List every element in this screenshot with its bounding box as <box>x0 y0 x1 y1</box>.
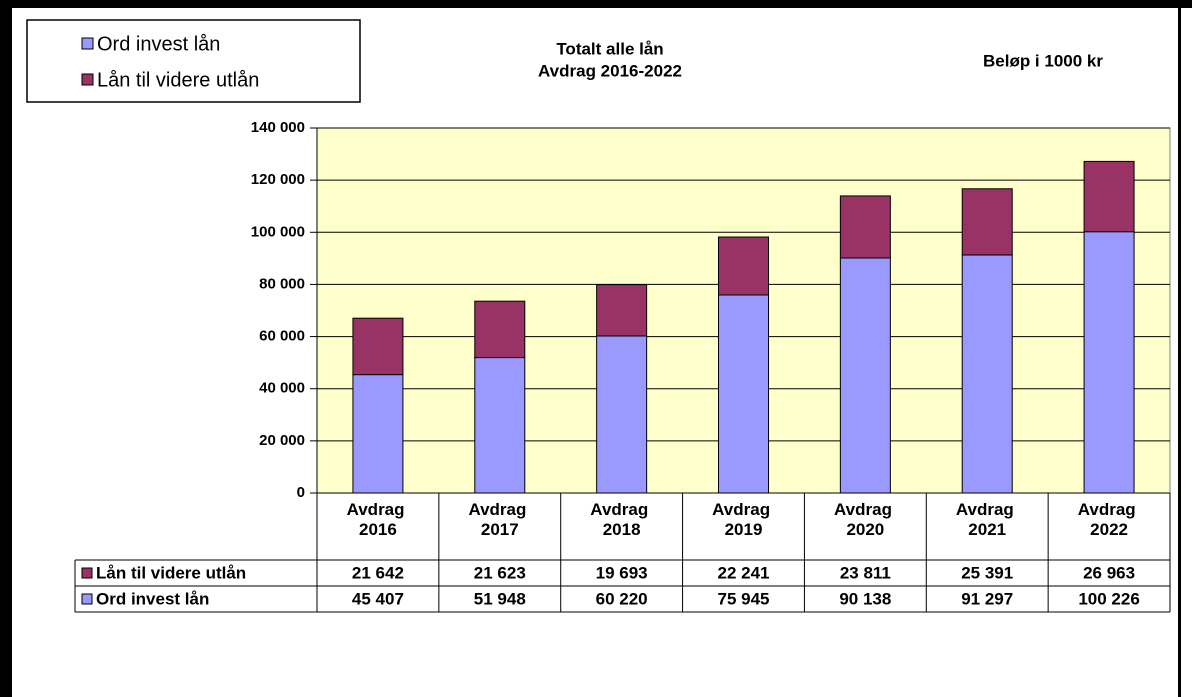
table-value: 51 948 <box>474 589 526 608</box>
table-value: 90 138 <box>839 589 891 608</box>
bar-segment <box>718 236 769 296</box>
bar-segment <box>839 195 891 259</box>
table-value: 25 391 <box>961 563 1013 582</box>
y-tick-label: 100 000 <box>251 223 305 240</box>
table-value: 26 963 <box>1083 563 1135 582</box>
table-row-label: Lån til videre utlån <box>96 563 246 582</box>
legend-label: Ord invest lån <box>97 33 220 55</box>
table-value: 60 220 <box>596 589 648 608</box>
legend-box <box>26 19 361 103</box>
x-tick-label: Avdrag 2018 <box>590 500 653 539</box>
bar-segment <box>352 374 404 494</box>
bar-segment <box>1083 231 1135 494</box>
bar-segment <box>474 300 526 359</box>
table-value: 45 407 <box>352 589 404 608</box>
bar-segment <box>474 357 526 494</box>
legend-key <box>81 73 94 86</box>
legend-key <box>81 567 93 579</box>
frame-right <box>1178 0 1181 697</box>
table-value: 19 693 <box>596 563 648 582</box>
legend-key <box>81 593 93 605</box>
table-value: 23 811 <box>840 563 891 582</box>
y-tick-label: 40 000 <box>259 380 305 397</box>
bar-segment <box>1083 160 1135 233</box>
table-value: 75 945 <box>718 589 770 608</box>
frame-top <box>0 0 1192 8</box>
y-tick-label: 0 <box>297 484 305 501</box>
table-row-label: Ord invest lån <box>96 589 209 608</box>
y-tick-label: 60 000 <box>259 328 305 345</box>
bar-segment <box>596 335 648 494</box>
legend-key <box>81 37 94 50</box>
y-tick-label: 80 000 <box>259 275 305 292</box>
table-value: 21 623 <box>474 563 526 582</box>
x-tick-label: Avdrag 2021 <box>956 500 1019 539</box>
table-value: 100 226 <box>1078 589 1139 608</box>
x-tick-label: Avdrag 2022 <box>1078 500 1141 539</box>
x-tick-label: Avdrag 2020 <box>834 500 897 539</box>
x-tick-label: Avdrag 2017 <box>468 500 531 539</box>
x-tick-label: Avdrag 2019 <box>712 500 775 539</box>
bar-segment <box>839 257 891 494</box>
bar-segment <box>596 284 648 337</box>
table-value: 22 241 <box>718 563 770 582</box>
chart-subtitle: Avdrag 2016-2022 <box>538 61 682 80</box>
table-value: 91 297 <box>961 589 1013 608</box>
y-tick-label: 140 000 <box>251 119 305 136</box>
annotation: Beløp i 1000 kr <box>983 51 1103 70</box>
bar-segment <box>961 254 1013 494</box>
y-tick-label: 20 000 <box>259 432 305 449</box>
table-value: 21 642 <box>352 563 404 582</box>
bar-segment <box>718 294 769 494</box>
frame-left <box>0 0 12 697</box>
y-tick-label: 120 000 <box>251 171 305 188</box>
x-tick-label: Avdrag 2016 <box>347 500 410 539</box>
bar-segment <box>961 188 1013 256</box>
legend-label: Lån til videre utlån <box>97 69 259 91</box>
bar-segment <box>352 317 404 376</box>
chart-title: Totalt alle lån <box>556 39 663 58</box>
